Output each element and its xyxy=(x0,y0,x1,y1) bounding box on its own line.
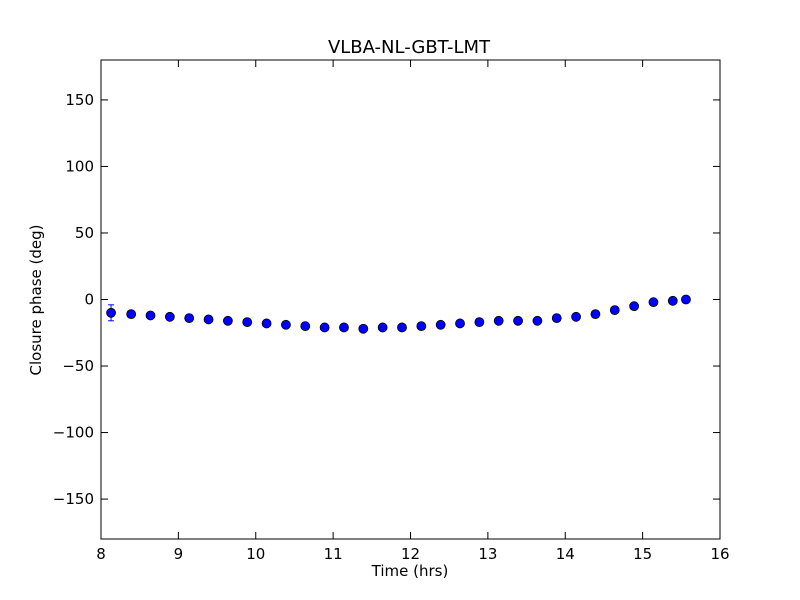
y-tick-label: 0 xyxy=(84,291,94,309)
data-points xyxy=(106,294,691,334)
data-point xyxy=(397,322,407,333)
data-point xyxy=(667,295,678,306)
y-tick-label: −100 xyxy=(53,424,94,442)
plot-area xyxy=(100,59,721,540)
data-point xyxy=(609,305,620,316)
data-point xyxy=(339,322,349,333)
x-tick-label: 13 xyxy=(478,545,497,563)
y-tick-label: 50 xyxy=(75,224,94,242)
data-point xyxy=(474,317,485,328)
data-point xyxy=(358,323,369,334)
data-point xyxy=(319,322,330,333)
chart-title: VLBA-NL-GBT-LMT xyxy=(328,37,491,58)
data-point xyxy=(532,315,543,326)
y-tick-labels: −150 −100 −50 0 50 100 150 xyxy=(53,91,94,508)
data-point xyxy=(106,307,116,318)
x-axis-label: Time (hrs) xyxy=(371,562,449,580)
x-tick-label: 16 xyxy=(710,545,729,563)
data-point xyxy=(300,321,311,332)
x-tick-label: 9 xyxy=(174,545,184,563)
data-point xyxy=(203,314,214,325)
y-axis-label: Closure phase (deg) xyxy=(27,225,45,376)
x-tick-label: 8 xyxy=(96,545,106,563)
x-tick-label: 12 xyxy=(401,545,420,563)
y-tick-label: −50 xyxy=(62,357,94,375)
y-tick-label: 100 xyxy=(65,157,94,175)
axis-ticks xyxy=(100,60,721,539)
data-point xyxy=(126,309,137,320)
data-point xyxy=(242,317,253,328)
data-point xyxy=(377,322,388,333)
x-tick-label: 11 xyxy=(324,545,343,563)
data-point xyxy=(416,321,427,332)
data-point xyxy=(281,319,291,330)
x-tick-label: 14 xyxy=(556,545,575,563)
y-tick-label: −150 xyxy=(53,490,94,508)
x-tick-label: 15 xyxy=(633,545,652,563)
data-point xyxy=(222,315,233,326)
data-point xyxy=(590,309,601,320)
data-point xyxy=(493,315,504,326)
x-tick-labels: 8 9 10 11 12 13 14 15 16 xyxy=(96,545,729,563)
y-tick-label: 150 xyxy=(65,91,94,109)
data-point xyxy=(455,318,465,329)
data-point xyxy=(513,315,523,326)
x-tick-label: 10 xyxy=(246,545,265,563)
data-point xyxy=(551,313,562,324)
data-point xyxy=(648,297,659,308)
data-point xyxy=(681,294,691,305)
data-point xyxy=(629,301,640,312)
data-point xyxy=(184,313,195,324)
data-point xyxy=(145,310,156,321)
data-point xyxy=(261,318,272,329)
data-point xyxy=(571,311,581,322)
data-point xyxy=(164,311,175,322)
data-point xyxy=(435,319,446,330)
